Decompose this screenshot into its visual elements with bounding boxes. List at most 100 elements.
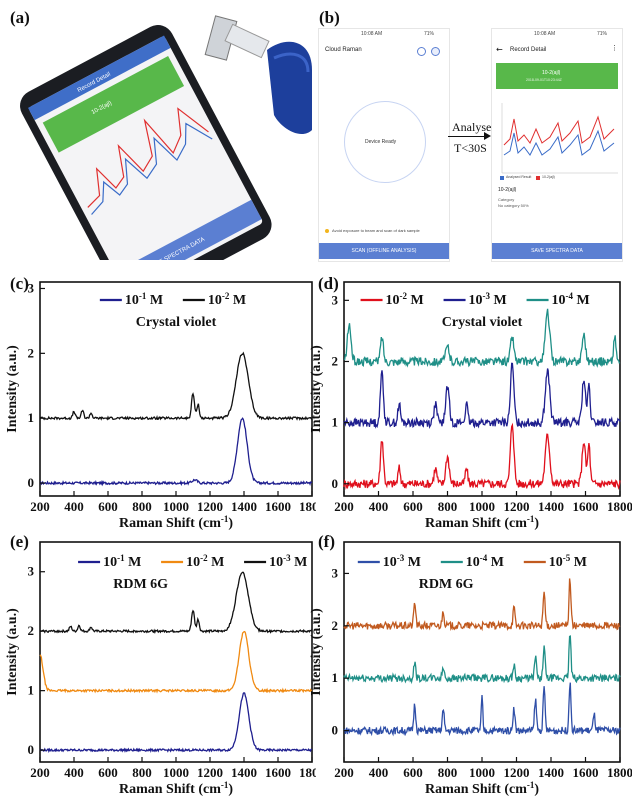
warning-text: Avoid exposure to beam and scan of dark … <box>332 228 420 233</box>
panel-label-e: (e) <box>10 532 29 551</box>
x-tick-label: 400 <box>369 765 389 780</box>
series-line-2 <box>39 630 313 694</box>
chart-e: 200 400 600 800 1000 1200 1400 1600 1800 0 1 2 3 Rama… <box>5 541 316 796</box>
y-tick-label: 3 <box>332 292 339 307</box>
legend-label-2: 10-2 M <box>186 553 224 570</box>
y-tick-label: 2 <box>28 623 35 638</box>
plot-annotation: Crystal violet <box>136 315 217 330</box>
x-tick-label: 800 <box>438 499 458 514</box>
category-value: No category 50% <box>498 203 529 208</box>
time-label: T<30S <box>454 141 487 155</box>
status-time-left: 10:08 AM <box>361 31 383 37</box>
y-tick-label: 3 <box>28 280 35 295</box>
x-tick-label: 1600 <box>265 765 291 780</box>
series-line-2 <box>39 351 313 421</box>
x-tick-label: 600 <box>98 765 118 780</box>
settings-icon[interactable] <box>431 47 440 56</box>
legend-label-1: 10-1 M <box>125 291 163 308</box>
chart-c: 200 400 600 800 1000 1200 1400 1600 1800 0 1 2 3 Rama… <box>5 280 316 530</box>
y-axis-title: Intensity (a.u.) <box>5 608 20 696</box>
x-tick-label: 1600 <box>573 765 599 780</box>
x-axis-title: Raman Shift (cm-1) <box>425 514 539 530</box>
x-tick-label: 1800 <box>299 765 316 780</box>
y-tick-label: 0 <box>28 475 35 490</box>
legend-label-1: 10-1 M <box>103 553 141 570</box>
back-arrow-icon[interactable]: ← <box>496 45 503 54</box>
panel-label-c: (c) <box>10 274 29 293</box>
legend-label-3: 10-5 M <box>549 553 587 570</box>
x-tick-label: 1000 <box>163 499 189 514</box>
x-tick-label: 1200 <box>504 499 530 514</box>
x-tick-label: 1600 <box>265 499 291 514</box>
analyse-arrow <box>448 136 488 137</box>
chart-d: 200 400 600 800 1000 1200 1400 1600 1800 0 1 2 3 Rama… <box>309 281 632 530</box>
status-battery-right: 71% <box>597 31 608 37</box>
panel-label-b: (b) <box>319 8 340 27</box>
x-tick-label: 800 <box>132 499 152 514</box>
x-tick-label: 400 <box>369 499 389 514</box>
series-line-3 <box>343 308 621 368</box>
legend-label-1: 10-3 M <box>383 553 421 570</box>
record-name: 10-2(ajl) <box>498 187 517 193</box>
warning-dot-icon <box>325 229 329 233</box>
x-tick-label: 200 <box>334 499 354 514</box>
legend-b-label: 10-2(ajl) <box>542 175 555 179</box>
series-line-1 <box>39 692 312 754</box>
history-icon[interactable] <box>417 47 426 56</box>
x-axis-title: Raman Shift (cm-1) <box>119 514 233 530</box>
y-tick-label: 0 <box>332 723 339 738</box>
series-line-1 <box>343 422 621 491</box>
y-tick-label: 3 <box>28 564 35 579</box>
y-tick-label: 1 <box>332 415 339 430</box>
legend-a-swatch <box>500 176 504 180</box>
plot-annotation: RDM 6G <box>419 577 474 592</box>
plot-annotation: RDM 6G <box>113 577 168 592</box>
x-tick-label: 1400 <box>538 765 564 780</box>
x-tick-label: 400 <box>64 765 84 780</box>
y-axis-title: Intensity (a.u.) <box>5 345 20 433</box>
x-tick-label: 1000 <box>469 765 495 780</box>
legend-label-2: 10-3 M <box>469 291 507 308</box>
series-line-2 <box>343 635 621 685</box>
app-screen-left: 10:08 AM 71% Cloud Raman Device Ready Av… <box>318 28 450 262</box>
y-axis-title: Intensity (a.u.) <box>309 345 324 433</box>
x-axis-title: Raman Shift (cm-1) <box>425 780 539 796</box>
x-tick-label: 600 <box>98 499 118 514</box>
save-spectra-button[interactable]: SAVE SPECTRA DATA <box>492 243 622 259</box>
x-tick-label: 1400 <box>231 499 257 514</box>
legend-label-3: 10-3 M <box>269 553 307 570</box>
x-tick-label: 1200 <box>197 765 223 780</box>
app-title: Cloud Raman <box>325 47 362 53</box>
device-ring[interactable] <box>344 101 426 183</box>
series-line-1 <box>40 417 313 487</box>
y-tick-label: 0 <box>28 742 35 757</box>
y-tick-label: 2 <box>332 353 339 368</box>
series-line-2 <box>343 362 621 429</box>
legend-b-swatch <box>536 176 540 180</box>
device-status: Device Ready <box>365 139 397 145</box>
analyse-arrow-head <box>484 132 491 140</box>
y-tick-label: 2 <box>28 345 35 360</box>
x-tick-label: 1800 <box>607 765 632 780</box>
panel-label-a: (a) <box>10 8 30 27</box>
x-tick-label: 1800 <box>299 499 316 514</box>
legend-label-3: 10-4 M <box>552 291 590 308</box>
series-line-1 <box>343 682 621 737</box>
x-tick-label: 1400 <box>231 765 257 780</box>
y-tick-label: 1 <box>28 410 35 425</box>
scan-button[interactable]: SCAN (OFFLINE ANALYSIS) <box>319 243 449 259</box>
record-card <box>496 63 618 89</box>
x-tick-label: 1400 <box>538 499 564 514</box>
status-battery-left: 71% <box>424 31 435 37</box>
x-tick-label: 1200 <box>504 765 530 780</box>
x-tick-label: 200 <box>334 765 354 780</box>
x-axis-title: Raman Shift (cm-1) <box>119 780 233 796</box>
x-tick-label: 200 <box>30 499 50 514</box>
y-tick-label: 1 <box>332 670 339 685</box>
more-menu-icon[interactable]: ⋮ <box>611 44 618 52</box>
record-header: Record Detail <box>510 47 547 53</box>
legend-a-label: Analysed Result <box>506 175 532 179</box>
plot-frame <box>39 541 313 763</box>
x-tick-label: 1000 <box>469 499 495 514</box>
x-tick-label: 400 <box>64 499 84 514</box>
